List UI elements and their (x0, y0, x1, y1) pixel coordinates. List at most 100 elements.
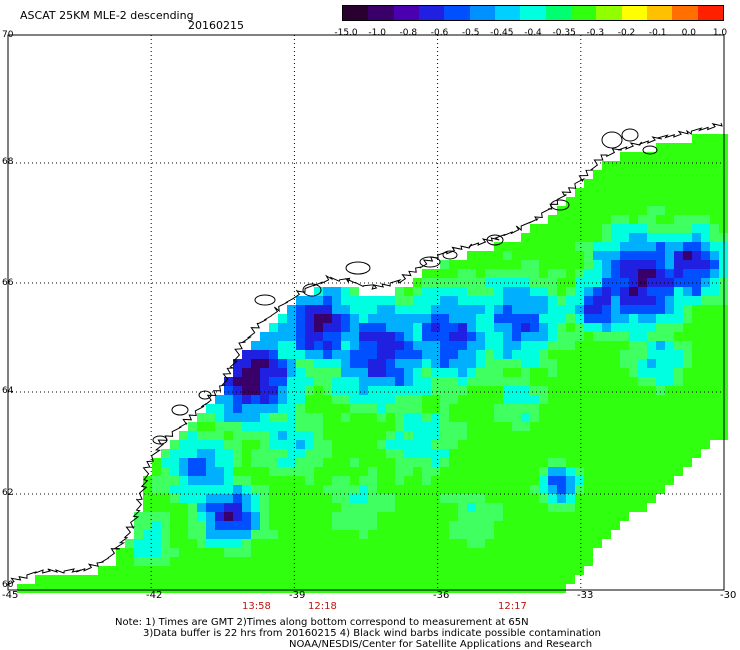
field-cell (683, 269, 692, 278)
field-cell (233, 413, 242, 422)
field-cell (665, 359, 674, 368)
field-cell (620, 206, 629, 215)
island-outline (442, 250, 458, 260)
field-cell (431, 494, 440, 503)
field-cell (674, 368, 683, 377)
field-cell (368, 584, 377, 593)
field-cell (287, 449, 296, 458)
field-cell (548, 368, 557, 377)
colorbar-swatch (596, 6, 622, 20)
field-cell (332, 422, 341, 431)
field-cell (629, 431, 638, 440)
field-cell (206, 485, 215, 494)
field-cell (665, 440, 674, 449)
field-cell (458, 494, 467, 503)
field-cell (539, 422, 548, 431)
field-cell (710, 179, 719, 188)
field-cell (566, 539, 575, 548)
field-cell (521, 278, 530, 287)
field-cell (296, 566, 305, 575)
field-cell (521, 350, 530, 359)
field-cell (179, 458, 188, 467)
field-cell (476, 557, 485, 566)
field-cell (692, 233, 701, 242)
field-cell (467, 539, 476, 548)
field-cell (647, 359, 656, 368)
field-cell (674, 242, 683, 251)
field-cell (296, 494, 305, 503)
field-cell (611, 395, 620, 404)
field-cell (215, 467, 224, 476)
field-cell (458, 269, 467, 278)
field-cell (431, 512, 440, 521)
field-cell (548, 350, 557, 359)
field-cell (332, 575, 341, 584)
field-cell (449, 539, 458, 548)
field-cell (314, 530, 323, 539)
field-cell (449, 575, 458, 584)
field-cell (269, 377, 278, 386)
field-cell (548, 575, 557, 584)
field-cell (413, 557, 422, 566)
field-cell (278, 530, 287, 539)
colorbar-swatch (393, 6, 419, 20)
field-cell (476, 530, 485, 539)
field-cell (647, 206, 656, 215)
field-cell (404, 404, 413, 413)
field-cell (494, 278, 503, 287)
field-cell (584, 557, 593, 566)
field-cell (287, 404, 296, 413)
field-cell (440, 314, 449, 323)
field-cell (305, 494, 314, 503)
field-cell (35, 584, 44, 593)
field-cell (530, 233, 539, 242)
field-cell (368, 503, 377, 512)
field-cell (449, 332, 458, 341)
field-cell (620, 377, 629, 386)
field-cell (575, 503, 584, 512)
field-cell (503, 449, 512, 458)
field-cell (530, 350, 539, 359)
field-cell (206, 413, 215, 422)
field-cell (287, 530, 296, 539)
field-cell (296, 395, 305, 404)
field-cell (674, 224, 683, 233)
field-cell (296, 413, 305, 422)
field-cell (683, 332, 692, 341)
field-cell (332, 557, 341, 566)
field-cell (503, 296, 512, 305)
field-cell (467, 548, 476, 557)
field-cell (494, 287, 503, 296)
field-cell (296, 422, 305, 431)
field-cell (242, 449, 251, 458)
field-cell (278, 368, 287, 377)
field-cell (503, 323, 512, 332)
field-cell (548, 449, 557, 458)
field-cell (323, 386, 332, 395)
field-cell (548, 377, 557, 386)
field-cell (206, 566, 215, 575)
field-cell (494, 584, 503, 593)
field-cell (341, 485, 350, 494)
field-cell (449, 386, 458, 395)
field-cell (314, 332, 323, 341)
field-cell (539, 494, 548, 503)
field-cell (341, 359, 350, 368)
field-cell (620, 251, 629, 260)
field-cell (440, 296, 449, 305)
field-cell (656, 260, 665, 269)
field-cell (656, 368, 665, 377)
field-cell (557, 503, 566, 512)
field-cell (503, 278, 512, 287)
field-cell (566, 296, 575, 305)
field-cell (485, 287, 494, 296)
field-cell (701, 215, 710, 224)
field-cell (530, 512, 539, 521)
field-cell (359, 575, 368, 584)
field-cell (701, 269, 710, 278)
field-cell (242, 575, 251, 584)
field-cell (557, 350, 566, 359)
field-cell (422, 431, 431, 440)
field-cell (314, 512, 323, 521)
field-cell (35, 575, 44, 584)
